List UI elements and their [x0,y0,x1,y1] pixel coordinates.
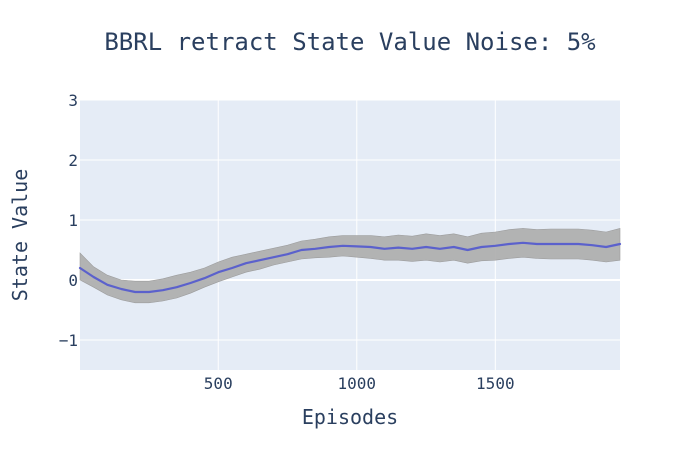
x-tick-label: 1000 [338,374,377,393]
y-tick-labels: −1 0 1 2 3 [59,91,78,350]
chart-title: BBRL retract State Value Noise: 5% [104,28,596,56]
y-tick-label: 2 [68,151,78,170]
x-tick-labels: 500 1000 1500 [204,374,515,393]
x-axis-title: Episodes [302,405,398,429]
data-layer [78,228,622,304]
y-tick-label: −1 [59,331,78,350]
y-axis-title: State Value [8,169,32,301]
y-tick-label: 3 [68,91,78,110]
y-tick-label: 0 [68,271,78,290]
y-tick-label: 1 [68,211,78,230]
mean-line [78,241,622,294]
x-tick-label: 1500 [476,374,515,393]
grid-y [80,99,620,341]
x-tick-label: 500 [204,374,233,393]
